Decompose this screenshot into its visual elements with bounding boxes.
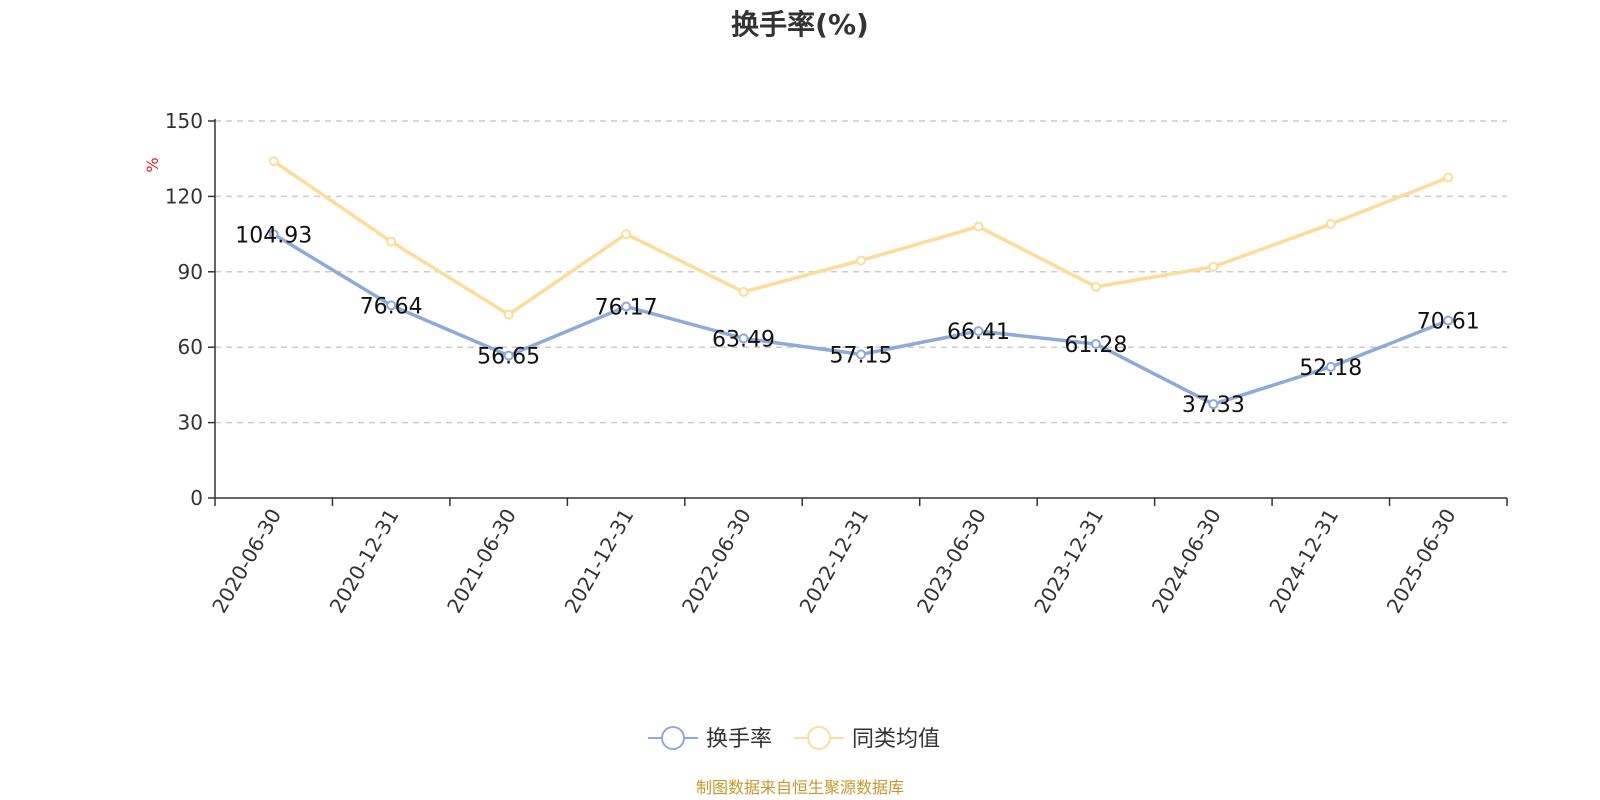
x-tick-label: 2020-12-31 [325, 505, 404, 618]
data-point [268, 229, 279, 240]
x-tick-label: 2024-12-31 [1264, 505, 1343, 618]
legend-item-2[interactable]: 同类均值 [794, 726, 940, 752]
x-tick-label: 2020-06-30 [207, 505, 286, 618]
data-point [738, 286, 749, 297]
data-point [621, 301, 632, 312]
axes [208, 119, 1508, 506]
chart-title: 换手率(%) [731, 8, 869, 41]
data-label: 37.33 [1182, 393, 1245, 418]
y-tick-label: 30 [178, 411, 203, 435]
x-tick-label: 2022-12-31 [794, 505, 873, 618]
data-point [1325, 219, 1336, 230]
y-tick-label: 90 [178, 260, 203, 284]
data-point [1443, 172, 1454, 183]
legend-label: 换手率 [706, 727, 772, 752]
data-point [1443, 315, 1454, 326]
series-group [268, 156, 1454, 410]
data-label: 63.49 [712, 327, 775, 352]
data-label: 76.17 [595, 296, 658, 321]
legend-item-1[interactable]: 换手率 [648, 726, 772, 752]
y-tick-label: 120 [165, 184, 203, 208]
data-label: 57.15 [830, 343, 893, 368]
data-point [268, 156, 279, 167]
data-label: 56.65 [477, 345, 540, 370]
data-point [1208, 261, 1219, 272]
legend-label: 同类均值 [852, 727, 940, 752]
data-point [973, 326, 984, 337]
data-point [856, 255, 866, 266]
data-point [1208, 399, 1219, 410]
y-tick-label: 150 [165, 109, 203, 133]
data-label: 76.64 [360, 294, 423, 319]
x-tick-label: 2023-06-30 [912, 505, 991, 618]
x-tick-labels: 2020-06-30 2020-12-31 2021-06-30 2021-12-31… [207, 505, 1460, 618]
data-label: 66.41 [947, 320, 1010, 345]
legend[interactable]: 换手率 同类均值 [648, 726, 940, 752]
data-point [503, 309, 514, 320]
data-point [386, 236, 397, 247]
y-tick-labels: 0 30 60 90 120 150 [165, 109, 203, 510]
y-axis-label: % [143, 157, 162, 172]
data-point [386, 300, 397, 311]
data-label: 70.61 [1417, 310, 1480, 335]
data-point [1090, 338, 1101, 349]
data-point [621, 229, 632, 240]
data-label: 52.18 [1299, 356, 1362, 381]
x-tick-label: 2021-12-31 [560, 505, 639, 618]
data-labels: 104.93 76.64 56.65 76.17 63.49 57.15 66.41 61.2… [235, 223, 1480, 418]
y-tick-label: 0 [190, 486, 203, 510]
source-note: 制图数据来自恒生聚源数据库 [696, 778, 904, 797]
data-point [738, 333, 749, 344]
data-point [1325, 361, 1336, 372]
x-tick-label: 2021-06-30 [442, 505, 521, 618]
series-line-2 [272, 159, 1449, 317]
data-point [856, 349, 866, 360]
data-label: 104.93 [235, 223, 312, 248]
data-point [503, 350, 514, 361]
x-tick-label: 2024-06-30 [1147, 505, 1226, 618]
legend-marker-icon [661, 726, 685, 750]
data-label: 61.28 [1064, 333, 1127, 358]
legend-marker-icon [807, 726, 831, 750]
x-tick-label: 2022-06-30 [677, 505, 756, 618]
x-tick-label: 2023-12-31 [1029, 505, 1108, 618]
x-tick-label: 2025-06-30 [1382, 505, 1461, 618]
y-tick-label: 60 [178, 335, 203, 359]
data-point [1090, 281, 1101, 292]
data-point [973, 221, 984, 232]
